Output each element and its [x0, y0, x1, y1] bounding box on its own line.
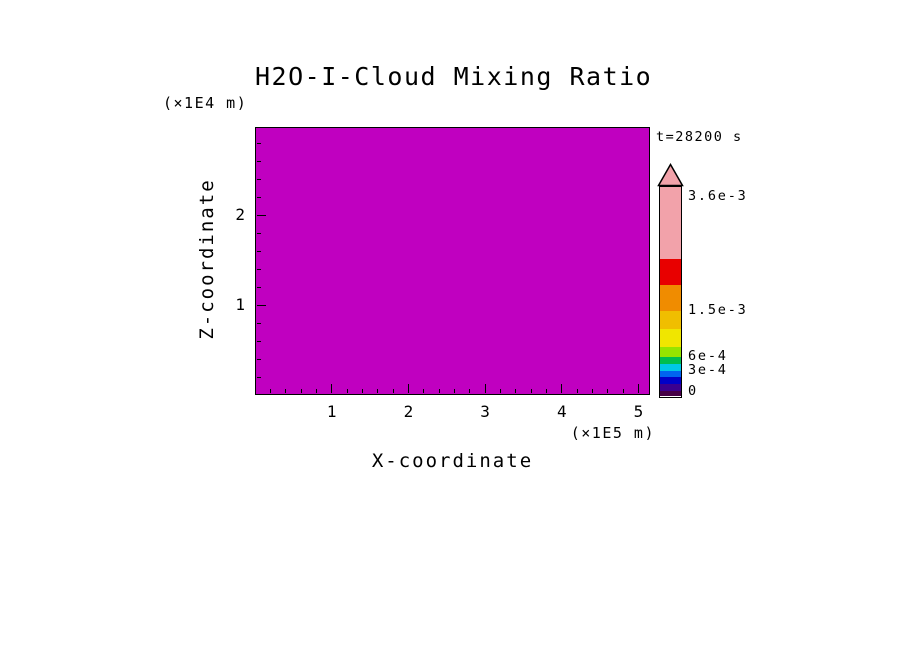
- y-tick-mark: [257, 142, 261, 144]
- x-tick-mark: [346, 389, 348, 393]
- x-tick-mark: [377, 389, 379, 393]
- x-tick-mark: [576, 389, 578, 393]
- y-tick-label: 1: [235, 295, 245, 315]
- x-tick-mark: [545, 389, 547, 393]
- x-tick-label: 2: [403, 402, 414, 421]
- colorbar-segment: [660, 187, 681, 259]
- y-tick-mark: [257, 322, 261, 324]
- y-axis-unit-label: (×1E4 m): [163, 94, 248, 112]
- y-tick-mark: [257, 232, 261, 234]
- y-tick-mark: [257, 214, 266, 216]
- x-tick-mark: [530, 389, 532, 393]
- colorbar-segment: [660, 347, 681, 357]
- x-tick-mark: [453, 389, 455, 393]
- colorbar-tick-label: 0: [688, 383, 698, 399]
- x-tick-mark: [591, 389, 593, 393]
- x-tick-mark: [269, 389, 271, 393]
- y-tick-mark: [257, 340, 261, 342]
- x-tick-mark: [484, 384, 486, 393]
- x-tick-mark: [315, 389, 317, 393]
- colorbar-segment: [660, 384, 681, 391]
- colorbar-overflow-arrow-icon: [657, 163, 684, 187]
- colorbar-segment: [660, 329, 681, 347]
- colorbar-segment: [660, 377, 681, 384]
- y-tick-mark: [257, 250, 261, 252]
- y-tick-mark: [257, 286, 261, 288]
- x-tick-mark: [637, 384, 639, 393]
- x-axis-unit-label: (×1E5 m): [570, 424, 655, 442]
- colorbar-segment: [660, 357, 681, 364]
- colorbar-tick-label: 3e-4: [688, 362, 728, 378]
- x-tick-mark: [561, 384, 563, 393]
- x-tick-label: 1: [326, 402, 337, 421]
- colorbar-tick-label: 1.5e-3: [688, 302, 748, 318]
- plot-field: [256, 128, 649, 394]
- y-tick-mark: [257, 304, 266, 306]
- y-tick-mark: [257, 160, 261, 162]
- x-tick-label: 4: [556, 402, 567, 421]
- x-tick-mark: [392, 389, 394, 393]
- x-tick-mark: [469, 389, 471, 393]
- y-tick-mark: [257, 268, 261, 270]
- x-tick-label: 5: [633, 402, 644, 421]
- plot-area: [255, 127, 650, 395]
- colorbar-bar: [659, 186, 682, 398]
- x-tick-mark: [407, 384, 409, 393]
- colorbar-segment: [660, 391, 681, 396]
- y-axis-label: Z-coordinate: [196, 178, 218, 340]
- x-tick-mark: [607, 389, 609, 393]
- x-tick-mark: [300, 389, 302, 393]
- x-tick-mark: [515, 389, 517, 393]
- x-tick-mark: [438, 389, 440, 393]
- x-tick-mark: [285, 389, 287, 393]
- colorbar-tick-label: 6e-4: [688, 348, 728, 364]
- y-tick-label: 2: [235, 205, 245, 225]
- colorbar-arrow-shape: [657, 163, 684, 187]
- colorbar-tick-label: 3.6e-3: [688, 188, 748, 204]
- y-tick-mark: [257, 196, 261, 198]
- y-tick-mark: [257, 178, 261, 180]
- chart-title: H2O-I-Cloud Mixing Ratio: [255, 62, 653, 91]
- x-tick-mark: [331, 384, 333, 393]
- colorbar-segment: [660, 311, 681, 329]
- x-tick-label: 3: [480, 402, 490, 421]
- colorbar-segment: [660, 364, 681, 371]
- x-tick-mark: [499, 389, 501, 393]
- y-tick-mark: [257, 358, 261, 360]
- x-tick-mark: [622, 389, 624, 393]
- x-tick-mark: [361, 389, 363, 393]
- y-tick-mark: [257, 376, 261, 378]
- colorbar-segment: [660, 371, 681, 377]
- colorbar-segment: [660, 259, 681, 285]
- colorbar-segment: [660, 285, 681, 311]
- x-axis-label: X-coordinate: [371, 450, 534, 472]
- time-label: t=28200 s: [656, 129, 743, 145]
- x-tick-mark: [423, 389, 425, 393]
